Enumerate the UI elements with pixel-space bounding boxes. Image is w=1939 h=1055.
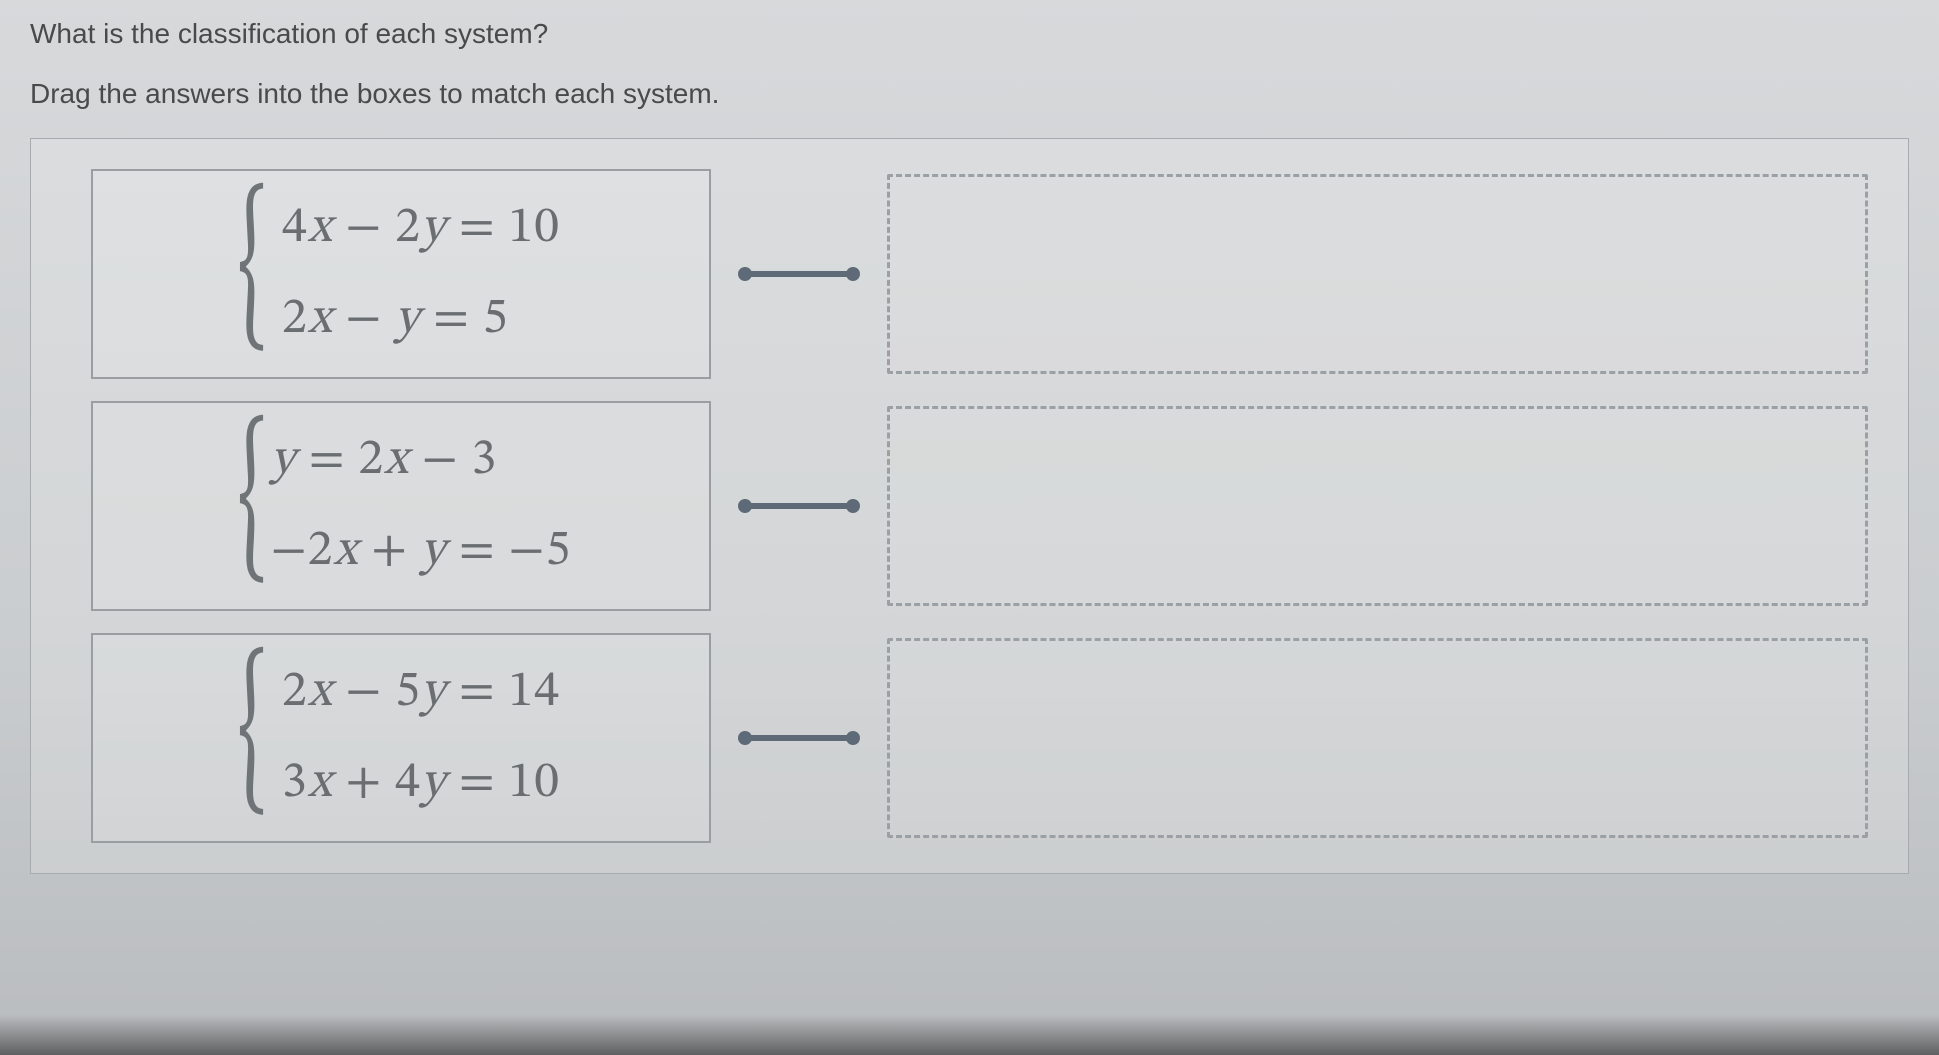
match-row: { y = 2x − 3 −2x + y = −5 <box>91 401 1868 611</box>
connector-icon <box>729 271 869 277</box>
question-text: What is the classification of each syste… <box>30 18 1909 50</box>
match-row: { 2x − 5y = 14 3x + 4y = 10 <box>91 633 1868 843</box>
brace-icon: { <box>238 660 267 804</box>
equation-group: 4x − 2y = 10 2x − y = 5 <box>282 197 560 351</box>
equation: 2x − y = 5 <box>282 288 560 351</box>
equation: 2x − 5y = 14 <box>282 661 560 724</box>
system-box-2: { y = 2x − 3 −2x + y = −5 <box>91 401 711 611</box>
connector-icon <box>729 735 869 741</box>
drop-target-1[interactable] <box>887 174 1868 374</box>
equation: 4x − 2y = 10 <box>282 197 560 260</box>
equation-group: 2x − 5y = 14 3x + 4y = 10 <box>282 661 560 815</box>
equation: −2x + y = −5 <box>271 520 572 583</box>
instruction-text: Drag the answers into the boxes to match… <box>30 78 1909 110</box>
drop-target-3[interactable] <box>887 638 1868 838</box>
brace-icon: { <box>238 428 267 572</box>
drop-target-2[interactable] <box>887 406 1868 606</box>
equation-group: y = 2x − 3 −2x + y = −5 <box>271 429 572 583</box>
system-box-3: { 2x − 5y = 14 3x + 4y = 10 <box>91 633 711 843</box>
match-row: { 4x − 2y = 10 2x − y = 5 <box>91 169 1868 379</box>
match-area: { 4x − 2y = 10 2x − y = 5 { y = 2x − 3 −… <box>30 138 1909 874</box>
connector-icon <box>729 503 869 509</box>
equation: 3x + 4y = 10 <box>282 752 560 815</box>
equation: y = 2x − 3 <box>271 429 572 492</box>
bottom-shadow <box>0 1015 1939 1055</box>
system-box-1: { 4x − 2y = 10 2x − y = 5 <box>91 169 711 379</box>
brace-icon: { <box>238 196 267 340</box>
